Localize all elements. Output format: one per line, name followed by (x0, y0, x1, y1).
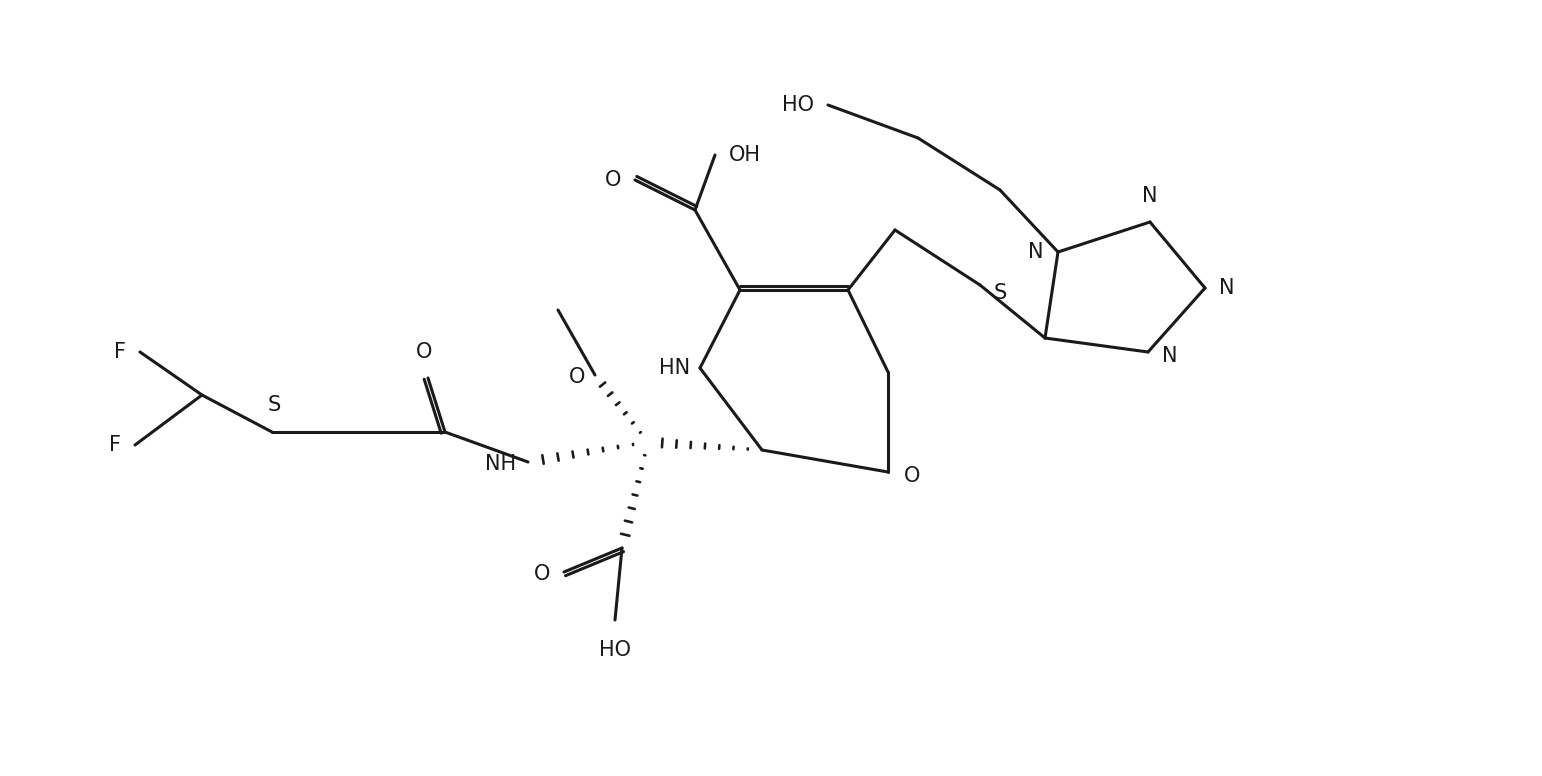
Text: F: F (109, 435, 120, 455)
Text: N: N (1163, 346, 1178, 366)
Text: NH: NH (484, 454, 517, 474)
Text: O: O (604, 170, 621, 190)
Text: O: O (534, 564, 550, 584)
Text: N: N (1143, 186, 1158, 206)
Text: HN: HN (658, 358, 689, 378)
Text: HO: HO (598, 640, 631, 660)
Text: O: O (904, 466, 921, 486)
Text: N: N (1029, 242, 1044, 262)
Text: F: F (114, 342, 126, 362)
Text: O: O (416, 342, 432, 362)
Text: S: S (267, 395, 281, 415)
Text: HO: HO (782, 95, 814, 115)
Text: O: O (569, 367, 584, 387)
Text: S: S (995, 283, 1007, 303)
Text: OH: OH (729, 145, 762, 165)
Text: N: N (1220, 278, 1235, 298)
